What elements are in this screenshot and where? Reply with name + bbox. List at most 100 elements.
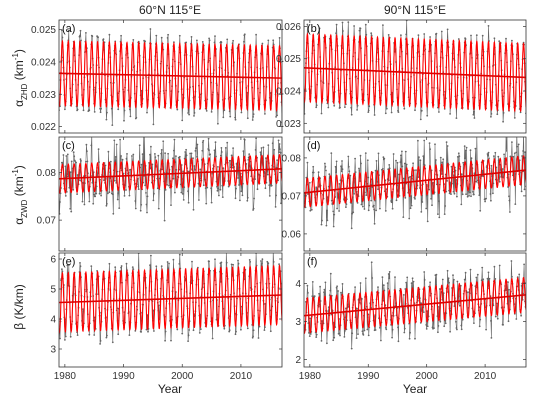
observed-point <box>362 205 364 208</box>
observed-point <box>472 113 475 116</box>
observed-point <box>318 27 321 30</box>
observed-point <box>470 195 472 198</box>
observed-point <box>455 117 458 119</box>
observed-point <box>193 112 196 114</box>
observed-point <box>357 333 359 335</box>
observed-point <box>426 325 429 328</box>
observed-point <box>520 190 523 193</box>
observed-point <box>272 261 275 263</box>
observed-point <box>517 143 520 146</box>
observed-point <box>202 184 205 187</box>
observed-point <box>496 317 499 320</box>
observed-point <box>329 289 332 292</box>
observed-point <box>456 195 458 198</box>
observed-point <box>523 263 525 266</box>
observed-point <box>502 112 505 114</box>
observed-point <box>394 276 396 278</box>
observed-point <box>360 162 362 165</box>
observed-point <box>485 197 487 200</box>
observed-point <box>368 105 371 108</box>
observed-point <box>104 164 107 167</box>
observed-point <box>391 336 393 339</box>
observed-point <box>380 339 382 342</box>
observed-point <box>59 201 61 203</box>
observed-point <box>309 209 312 212</box>
observed-point <box>140 331 143 333</box>
observed-point <box>350 347 353 350</box>
trend-line <box>304 169 526 194</box>
observed-point <box>234 333 237 336</box>
observed-point <box>270 184 273 187</box>
observed-point <box>183 186 186 189</box>
observed-point <box>390 201 393 204</box>
observed-point <box>324 165 327 168</box>
observed-point <box>412 280 415 283</box>
observed-point <box>523 188 526 191</box>
observed-point <box>493 37 496 40</box>
observed-point <box>213 149 216 152</box>
observed-point <box>106 334 108 337</box>
observed-point <box>86 150 88 153</box>
observed-point <box>335 23 338 26</box>
observed-point <box>218 194 220 197</box>
observed-point <box>508 288 510 291</box>
observed-point <box>170 204 172 207</box>
observed-point <box>111 193 114 196</box>
observed-point <box>485 328 487 331</box>
observed-point <box>487 271 490 274</box>
observed-point <box>461 318 464 321</box>
observed-point <box>98 192 101 195</box>
observed-point <box>342 30 344 32</box>
observed-point <box>116 198 119 201</box>
observed-point <box>61 161 64 164</box>
observed-point <box>452 190 455 193</box>
observed-point <box>332 225 335 228</box>
observed-point <box>182 170 185 173</box>
observed-point <box>268 195 271 197</box>
observed-point <box>328 173 331 176</box>
observed-point <box>433 327 435 329</box>
panel-letter: (d) <box>307 140 320 152</box>
observed-point <box>351 332 354 335</box>
observed-point <box>222 167 225 170</box>
observed-point <box>358 169 361 172</box>
observed-point <box>368 204 371 207</box>
observed-point <box>123 119 125 122</box>
row-label-beta: β (K/km) <box>12 284 26 330</box>
row-label-zhd: αZHD (km-1) <box>11 49 29 107</box>
observed-point <box>67 29 70 32</box>
observed-point <box>230 154 233 157</box>
observed-point <box>167 33 170 36</box>
observed-point <box>494 315 497 318</box>
observed-point <box>241 194 244 197</box>
observed-point <box>272 43 275 46</box>
observed-point <box>319 285 321 288</box>
observed-point <box>232 263 235 266</box>
observed-point <box>192 157 194 160</box>
x-tick-label: 1990 <box>357 371 380 382</box>
observed-point <box>185 154 188 157</box>
observed-point <box>478 176 481 178</box>
observed-point <box>403 331 406 334</box>
observed-point <box>265 157 267 160</box>
observed-point <box>400 34 402 37</box>
observed-point <box>210 187 213 190</box>
observed-point <box>112 212 115 215</box>
observed-point <box>272 166 275 168</box>
observed-point <box>307 292 309 294</box>
observed-point <box>276 114 278 117</box>
observed-point <box>86 160 89 163</box>
observed-point <box>402 294 405 296</box>
observed-point <box>229 159 232 162</box>
observed-point <box>140 163 143 166</box>
observed-point <box>160 265 163 267</box>
observed-point <box>129 115 132 118</box>
observed-point <box>153 192 155 195</box>
observed-point <box>219 188 222 191</box>
observed-point <box>92 202 95 205</box>
observed-point <box>240 190 243 193</box>
observed-point <box>252 335 255 338</box>
x-tick-label: 2000 <box>171 371 194 382</box>
observed-point <box>518 273 521 276</box>
plot-layer <box>59 137 282 222</box>
